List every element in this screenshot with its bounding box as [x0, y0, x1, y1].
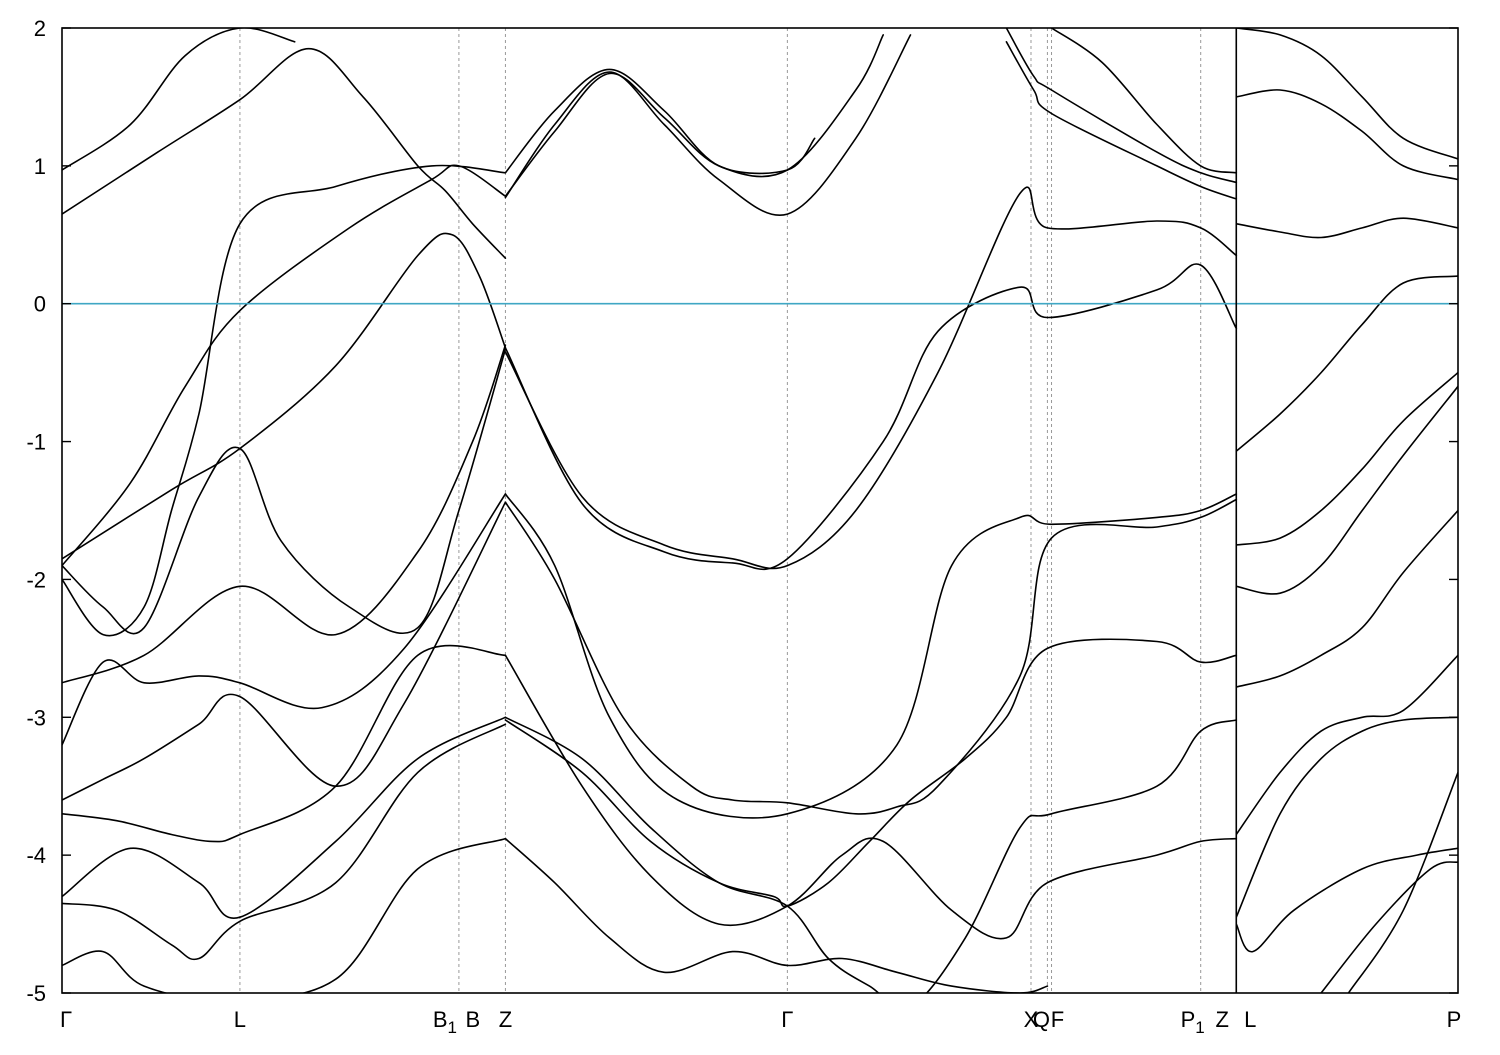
band-line — [62, 493, 507, 746]
band-line — [1235, 654, 1458, 836]
band-line — [504, 34, 884, 197]
x-tick-label: B — [466, 1007, 481, 1032]
y-axis: -5 -4 -3 -2 -1 0 1 2 — [26, 16, 1458, 1006]
band-line — [1235, 371, 1458, 546]
band-line — [1235, 28, 1458, 160]
x-tick-label: P — [1447, 1007, 1462, 1032]
band-line — [62, 344, 507, 684]
x-tick-label: Γ — [60, 1007, 72, 1032]
band-line — [62, 164, 507, 637]
y-tick-label: 1 — [34, 154, 46, 179]
band-line — [504, 263, 1238, 570]
band-line — [1235, 385, 1458, 595]
band-line — [1235, 716, 1458, 918]
band-line — [62, 348, 507, 635]
band-line — [62, 28, 296, 171]
band-line — [504, 493, 1238, 819]
x-tick-label: L — [234, 1007, 246, 1032]
x-tick-label: F — [1051, 1007, 1064, 1032]
band-line — [1320, 861, 1458, 993]
band-line — [504, 34, 912, 217]
band-line — [62, 837, 507, 993]
band-line — [504, 654, 1238, 940]
band-line — [62, 164, 507, 567]
y-tick-label: -1 — [26, 430, 46, 455]
y-tick-label: -2 — [26, 567, 46, 592]
x-tick-label: X — [1024, 1007, 1039, 1032]
y-tick-label: -5 — [26, 981, 46, 1006]
y-tick-label: -3 — [26, 705, 46, 730]
band-line — [62, 644, 507, 843]
band-line — [504, 186, 1238, 570]
x-tick-label: Z — [499, 1007, 512, 1032]
x-tick-label: L — [1244, 1007, 1256, 1032]
plot-frame — [61, 27, 1459, 994]
x-tick-label: Q — [1033, 1007, 1050, 1032]
y-tick-label: 0 — [34, 292, 46, 317]
band-line — [1005, 41, 1238, 200]
band-line — [1347, 771, 1458, 993]
band-line — [62, 47, 507, 259]
band-line — [62, 723, 507, 961]
band-lines — [62, 28, 1458, 993]
band-line — [504, 716, 1238, 993]
x-axis: Γ L B1 B Z Γ XQ F P1 Z L P — [60, 1007, 1461, 1037]
x-tick-label: Z — [1216, 1007, 1229, 1032]
band-line — [504, 68, 816, 175]
band-line — [504, 498, 1238, 815]
band-line — [1235, 275, 1458, 452]
band-line — [1235, 217, 1458, 239]
band-line — [504, 837, 1049, 993]
band-line — [62, 232, 507, 560]
y-tick-label: -4 — [26, 843, 46, 868]
band-line — [1005, 28, 1238, 184]
band-line — [62, 501, 507, 801]
y-tick-label: 2 — [34, 16, 46, 41]
band-line — [1050, 28, 1238, 174]
band-line — [1235, 509, 1458, 688]
band-line — [62, 716, 507, 920]
band-line — [504, 638, 1238, 908]
x-tick-label: B1 — [433, 1007, 457, 1037]
band-line — [1235, 89, 1458, 181]
x-tick-label: P1 — [1181, 1007, 1205, 1037]
band-line — [1235, 847, 1458, 953]
x-tick-label: Γ — [781, 1007, 793, 1032]
